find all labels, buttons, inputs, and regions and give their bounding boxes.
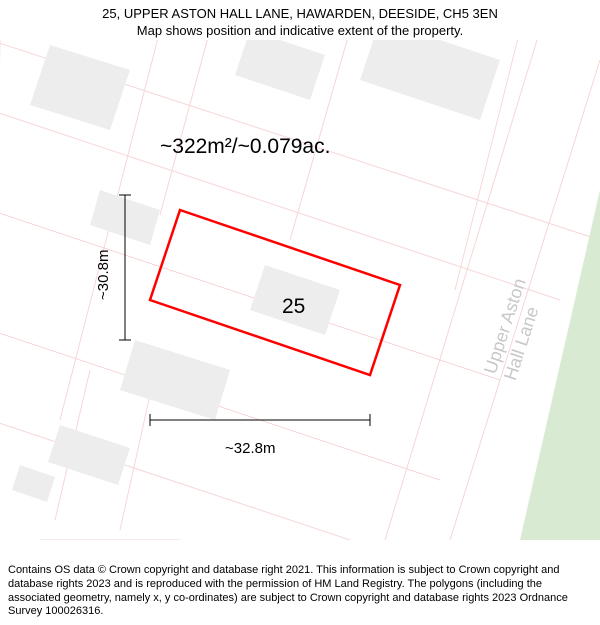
vertical-dimension-label: ~30.8m [95,250,112,300]
map-container: ~322m²/~0.079ac. 25 Upper Aston Hall Lan… [0,40,600,540]
area-measurement-label: ~322m²/~0.079ac. [160,135,330,159]
copyright-footer: Contains OS data © Crown copyright and d… [8,564,592,619]
header: 25, UPPER ASTON HALL LANE, HAWARDEN, DEE… [0,0,600,42]
horizontal-dimension-label: ~32.8m [225,440,275,457]
plot-number-label: 25 [282,295,305,319]
page-subtitle: Map shows position and indicative extent… [10,23,590,40]
page-title: 25, UPPER ASTON HALL LANE, HAWARDEN, DEE… [10,6,590,23]
